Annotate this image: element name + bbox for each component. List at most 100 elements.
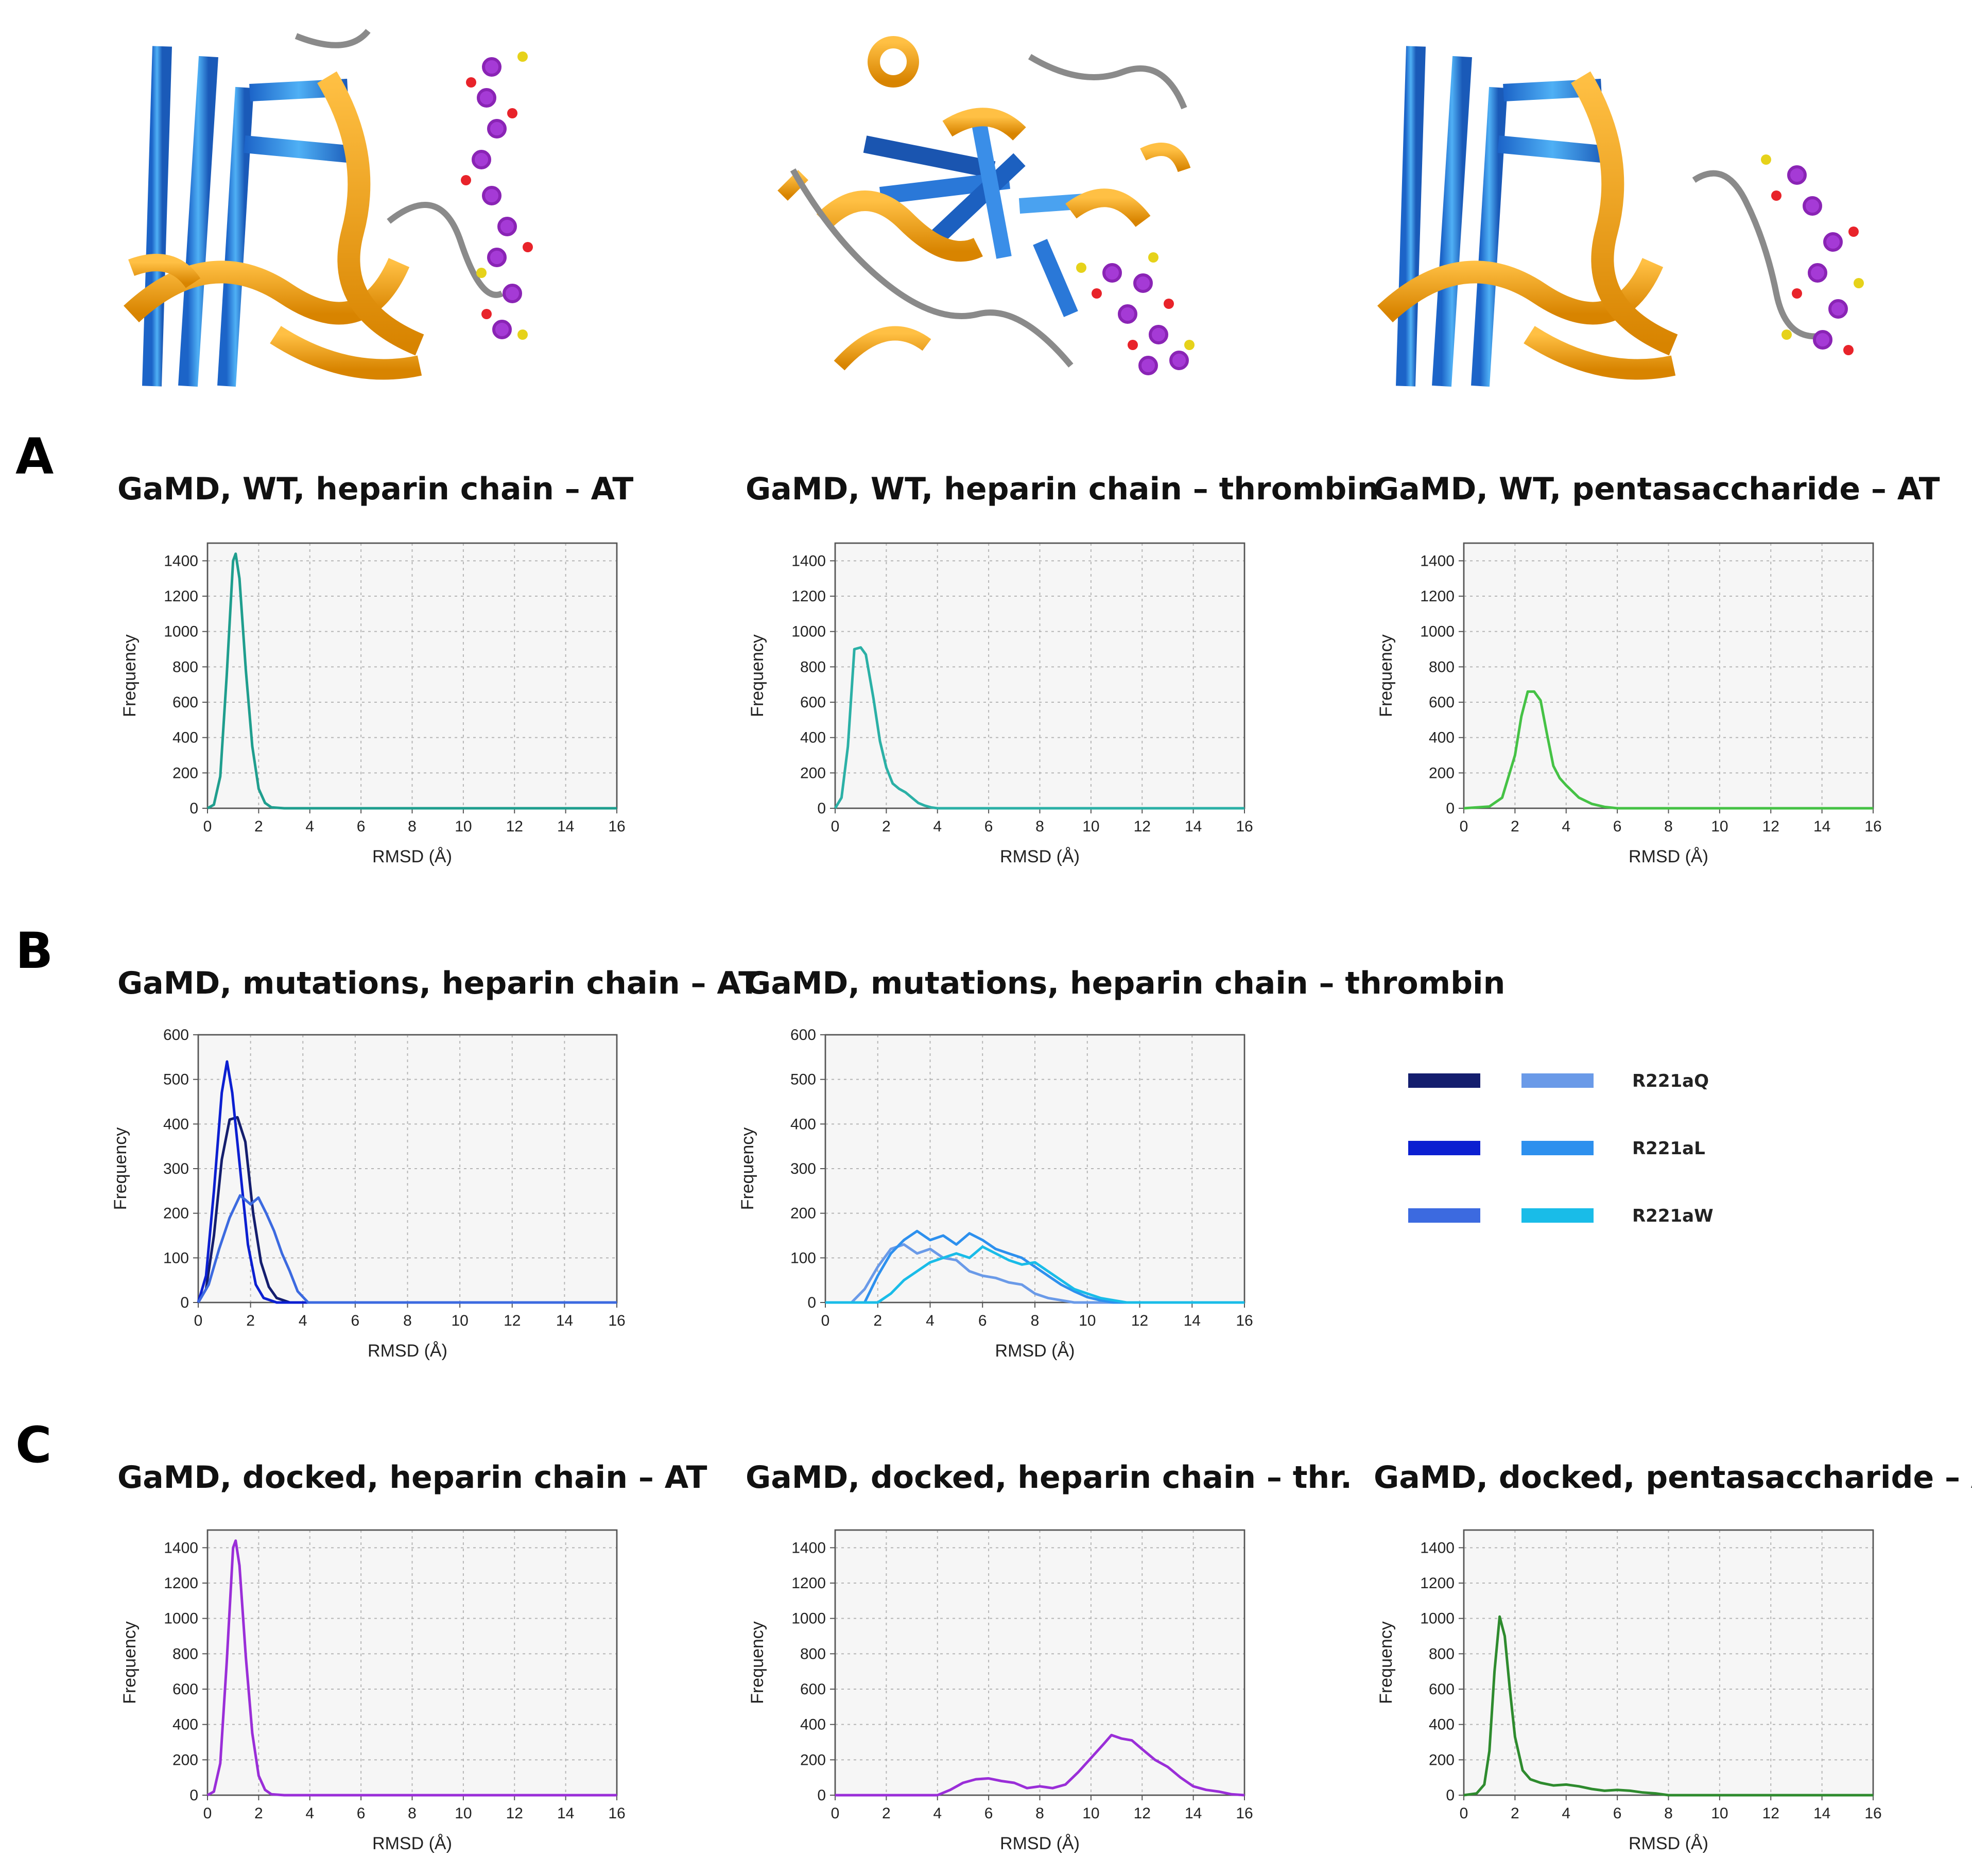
y-tick-label: 600 (790, 1027, 816, 1044)
y-axis-label: Frequency (120, 1621, 140, 1704)
x-tick-label: 2 (1511, 1805, 1519, 1822)
y-tick-label: 200 (172, 765, 198, 781)
x-tick-label: 4 (926, 1312, 935, 1329)
y-tick-label: 0 (817, 800, 826, 817)
y-tick-label: 600 (1429, 1681, 1455, 1698)
x-tick-label: 8 (1035, 818, 1044, 835)
y-tick-label: 300 (163, 1160, 189, 1177)
x-tick-label: 10 (1711, 818, 1728, 835)
y-tick-label: 400 (1429, 729, 1455, 746)
y-axis-label: Frequency (120, 634, 140, 717)
y-tick-label: 0 (1446, 800, 1455, 817)
y-axis-label: Frequency (1376, 1621, 1396, 1704)
legend: R221aQ R221aL R221aW (1408, 1071, 1714, 1226)
y-tick-label: 1000 (1420, 623, 1455, 640)
plot-area (834, 1529, 1246, 1796)
x-tick-label: 0 (194, 1312, 203, 1329)
legend-entry-r221al: R221aL (1408, 1138, 1705, 1159)
y-tick-label: 0 (807, 1294, 816, 1311)
structure-heparin-chain-thrombin (762, 26, 1205, 384)
x-tick-label: 14 (557, 818, 574, 835)
x-tick-label: 4 (305, 1805, 314, 1822)
y-axis-label: Frequency (1376, 634, 1396, 717)
x-tick-label: 14 (557, 1805, 574, 1822)
y-tick-label: 1400 (1420, 1539, 1455, 1556)
series-line (825, 1229, 1244, 1304)
x-tick-label: 6 (357, 818, 366, 835)
x-tick-label: 14 (556, 1312, 573, 1329)
x-tick-label: 6 (357, 1805, 366, 1822)
structure-pentasaccharide-at (1377, 26, 1879, 387)
y-tick-label: 400 (172, 1716, 198, 1733)
y-tick-label: 200 (1429, 765, 1455, 781)
x-tick-label: 4 (299, 1312, 307, 1329)
chart-wt-heparin-at: 0 2 4 6 8 10 12 14 16 0 200 400 600 800 1000 1200 1400 RM… (120, 542, 626, 866)
chart-title: GaMD, docked, heparin chain – thr. (746, 1460, 1352, 1496)
y-tick-label: 1400 (1420, 552, 1455, 569)
x-tick-label: 0 (1460, 818, 1468, 835)
x-axis-label: RMSD (Å) (372, 847, 452, 866)
series-line (197, 1194, 617, 1304)
x-tick-label: 2 (882, 818, 891, 835)
y-tick-label: 800 (800, 1645, 826, 1662)
x-tick-label: 0 (1460, 1805, 1468, 1822)
x-tick-label: 8 (1664, 818, 1673, 835)
panel-letter-b: B (15, 922, 53, 980)
x-tick-label: 6 (984, 1805, 993, 1822)
y-tick-label: 1400 (791, 552, 826, 569)
y-tick-label: 1400 (791, 1539, 826, 1556)
x-tick-label: 10 (451, 1312, 468, 1329)
x-tick-label: 2 (882, 1805, 891, 1822)
x-tick-label: 16 (608, 1312, 625, 1329)
y-axis-label: Frequency (111, 1127, 130, 1210)
chart-wt-pentasaccharide-at: 0 2 4 6 8 10 12 14 16 0 200 400 600 800 1000 1200 1400 RM… (1376, 542, 1882, 866)
x-tick-label: 12 (1762, 818, 1779, 835)
x-tick-label: 12 (1134, 818, 1151, 835)
y-tick-label: 200 (800, 1751, 826, 1768)
x-tick-label: 16 (1236, 818, 1253, 835)
x-tick-label: 8 (1664, 1805, 1673, 1822)
y-tick-label: 200 (172, 1751, 198, 1768)
x-tick-label: 6 (978, 1312, 987, 1329)
panel-letter-c: C (15, 1416, 51, 1474)
y-tick-label: 800 (172, 1645, 198, 1662)
y-tick-label: 1200 (1420, 588, 1455, 605)
chart-docked-heparin-thr: 0 2 4 6 8 10 12 14 16 0 200 400 600 800 1000 1200 1400 RM… (748, 1529, 1253, 1853)
y-tick-label: 0 (180, 1294, 189, 1311)
plot-area (1463, 542, 1874, 809)
y-tick-label: 800 (172, 658, 198, 675)
x-tick-label: 12 (506, 1805, 523, 1822)
x-tick-label: 6 (984, 818, 993, 835)
x-tick-label: 12 (1134, 1805, 1151, 1822)
chart-docked-heparin-at: 0 2 4 6 8 10 12 14 16 0 200 400 600 800 1000 1200 1400 RM… (120, 1529, 626, 1853)
x-tick-label: 6 (351, 1312, 360, 1329)
x-axis-label: RMSD (Å) (995, 1341, 1075, 1361)
y-tick-label: 1000 (164, 623, 198, 640)
x-tick-label: 12 (506, 818, 523, 835)
chart-title: GaMD, mutations, heparin chain – AT (117, 965, 759, 1001)
x-tick-label: 2 (254, 1805, 263, 1822)
y-tick-label: 600 (163, 1027, 189, 1044)
y-tick-label: 1400 (164, 552, 198, 569)
x-tick-label: 4 (933, 818, 942, 835)
y-tick-label: 200 (1429, 1751, 1455, 1768)
x-tick-label: 2 (254, 818, 263, 835)
legend-swatch (1521, 1073, 1594, 1088)
x-tick-label: 14 (1813, 1805, 1830, 1822)
legend-swatch (1408, 1141, 1480, 1155)
x-tick-label: 0 (203, 1805, 212, 1822)
y-tick-label: 100 (790, 1249, 816, 1266)
y-tick-label: 1000 (164, 1610, 198, 1627)
y-tick-label: 400 (790, 1116, 816, 1133)
series-line (206, 552, 617, 810)
y-tick-label: 200 (800, 765, 826, 781)
x-axis-label: RMSD (Å) (372, 1834, 452, 1853)
x-tick-label: 2 (246, 1312, 255, 1329)
y-tick-label: 400 (800, 1716, 826, 1733)
legend-swatch (1521, 1141, 1594, 1155)
x-tick-label: 8 (408, 1805, 417, 1822)
y-tick-label: 800 (1429, 1645, 1455, 1662)
x-tick-label: 12 (1131, 1312, 1148, 1329)
chart-wt-heparin-thrombin: 0 2 4 6 8 10 12 14 16 0 200 400 600 800 1000 1200 1400 RM… (748, 542, 1253, 866)
